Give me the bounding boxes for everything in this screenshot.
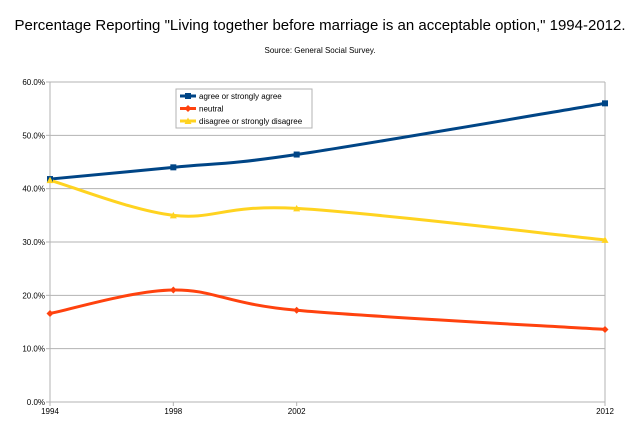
legend-marker-disagree-or-strongly-disagree [184,117,192,124]
data-point-disagree-or-strongly-disagree [601,236,609,243]
legend-marker-agree-or-strongly-agree [185,93,191,99]
y-tick-label: 50.0% [22,131,45,140]
y-tick-label: 40.0% [22,185,45,194]
data-point-neutral [46,309,54,317]
x-tick-label: 1994 [41,407,59,416]
x-axis-ticks: 1994 1998 2002 2012 [41,402,614,416]
data-point-disagree-or-strongly-disagree [169,211,177,219]
legend-marker-neutral [184,105,192,112]
data-point-disagree-or-strongly-disagree [46,176,54,184]
data-point-neutral [169,286,177,294]
data-point-neutral [293,306,301,314]
x-tick-label: 2002 [288,407,306,416]
series-line-disagree-or-strongly-disagree [48,178,607,242]
series-line-agree-or-strongly-agree [48,101,607,181]
chart-subtitle: Source: General Social Survey. [264,46,376,55]
y-tick-label: 30.0% [22,238,45,247]
legend-label-neutral: neutral [199,105,224,114]
y-tick-label: 0.0% [27,398,45,407]
y-axis-ticks: 0.0% 10.0% 20.0% 30.0% 40.0% 50.0% 60.0% [22,78,50,407]
data-point-neutral [601,325,609,333]
series-lines [48,101,607,331]
gridlines [50,81,605,403]
series-markers [46,100,609,333]
data-point-disagree-or-strongly-disagree [293,204,301,212]
legend-label-disagree-or-strongly-disagree: disagree or strongly disagree [199,117,303,126]
legend: agree or strongly agree neutral disagree o… [175,88,313,129]
legend-label-agree-or-strongly-agree: agree or strongly agree [199,92,282,101]
legend-box [175,88,313,129]
y-tick-label: 60.0% [22,78,45,87]
data-point-agree-or-strongly-agree [170,164,177,171]
x-tick-label: 2012 [596,407,614,416]
series-line-neutral [48,288,607,331]
y-tick-label: 10.0% [22,345,45,354]
y-tick-label: 20.0% [22,291,45,300]
data-point-agree-or-strongly-agree [602,100,608,107]
data-point-agree-or-strongly-agree [293,151,300,158]
chart-title: Percentage Reporting "Living together be… [14,17,626,34]
x-tick-label: 1998 [164,407,182,416]
